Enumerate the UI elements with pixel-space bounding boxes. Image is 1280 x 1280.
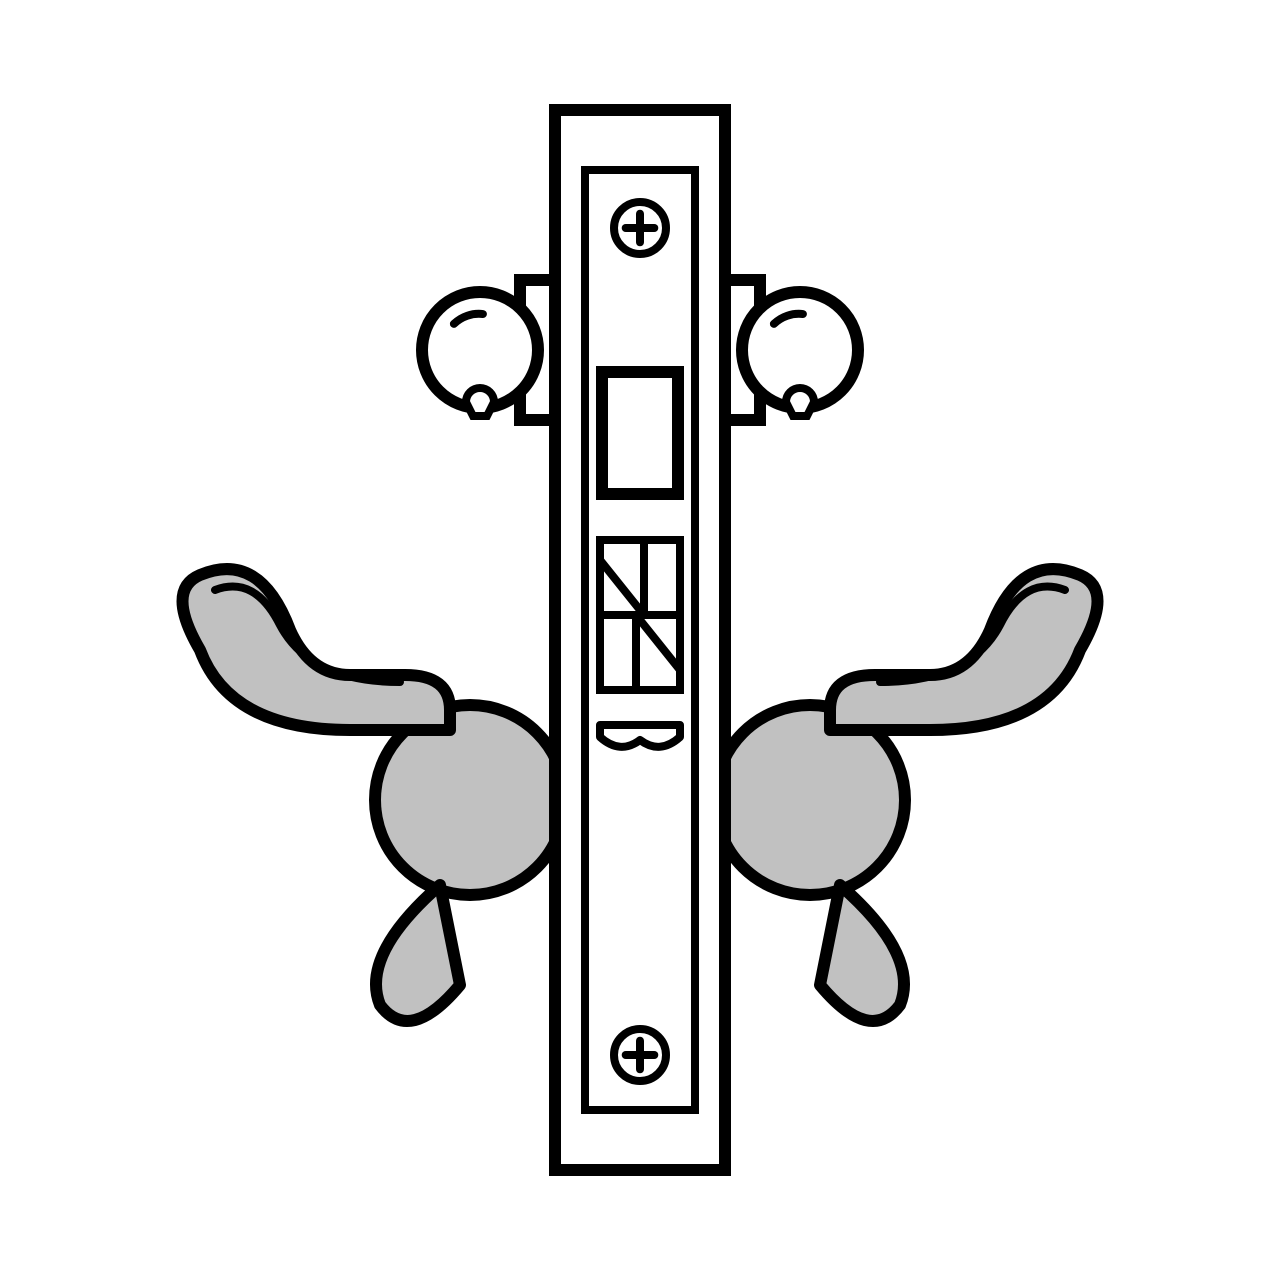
cylinder-right: [742, 292, 858, 416]
auxiliary-latch: [600, 725, 680, 747]
mortise-lock-diagram: [0, 0, 1280, 1280]
lever-handle-left: [183, 569, 566, 1021]
latch-assembly: [600, 540, 680, 690]
faceplate-screw-top: [614, 202, 666, 254]
lever-handle-right: [715, 569, 1098, 1021]
faceplate-screw-bottom: [614, 1029, 666, 1081]
cylinder-left: [422, 292, 538, 416]
deadbolt-window: [602, 372, 678, 494]
